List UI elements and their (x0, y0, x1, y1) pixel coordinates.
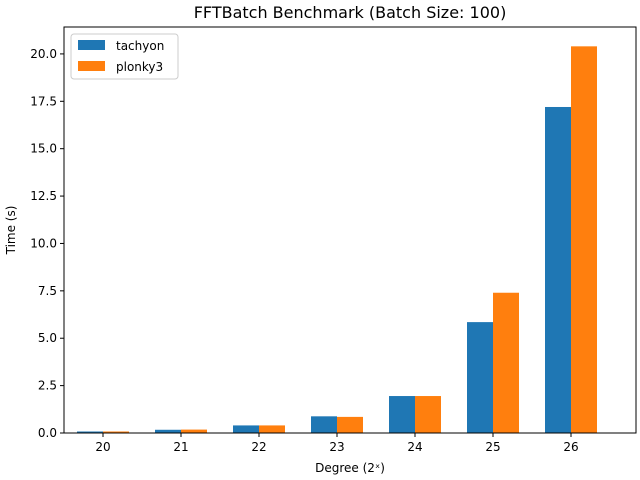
y-axis-label: Time (s) (4, 206, 18, 256)
bar-plonky3-21 (181, 429, 207, 433)
legend-label-tachyon: tachyon (116, 39, 164, 53)
bar-tachyon-26 (545, 106, 571, 433)
legend-swatch-plonky3 (78, 61, 105, 71)
x-axis-label: Degree (2ˣ) (315, 461, 385, 475)
x-tick-label: 21 (173, 440, 188, 454)
bar-plonky3-24 (415, 396, 441, 433)
bar-plonky3-25 (493, 292, 519, 433)
legend-swatch-tachyon (78, 40, 105, 50)
y-tick-label: 0.0 (38, 426, 57, 440)
bar-plonky3-22 (259, 425, 285, 433)
chart-title: FFTBatch Benchmark (Batch Size: 100) (194, 3, 507, 22)
x-tick-label: 20 (95, 440, 110, 454)
y-tick-label: 2.5 (38, 379, 57, 393)
bar-plonky3-23 (337, 416, 363, 433)
bar-tachyon-21 (155, 429, 181, 433)
x-tick-label: 26 (563, 440, 578, 454)
x-tick-label: 24 (407, 440, 422, 454)
x-tick-label: 25 (485, 440, 500, 454)
legend: tachyon plonky3 (70, 33, 179, 80)
bars (77, 46, 597, 433)
y-tick-label: 17.5 (30, 94, 57, 108)
plot-frame (63, 26, 637, 434)
y-tick-label: 5.0 (38, 331, 57, 345)
bar-tachyon-25 (467, 322, 493, 433)
y-tick-label: 20.0 (30, 47, 57, 61)
legend-label-plonky3: plonky3 (116, 60, 163, 74)
y-tick-label: 15.0 (30, 142, 57, 156)
y-axis-ticks: 0.0 2.5 5.0 7.5 10.0 12.5 15.0 17.5 20.0 (30, 47, 64, 440)
x-axis-ticks: 20 21 22 23 24 25 26 (95, 433, 579, 454)
y-tick-label: 12.5 (30, 189, 57, 203)
bar-tachyon-24 (389, 396, 415, 433)
bar-plonky3-26 (571, 46, 597, 433)
x-tick-label: 23 (329, 440, 344, 454)
bar-tachyon-23 (311, 416, 337, 433)
bar-plonky3-20 (103, 431, 129, 433)
y-tick-label: 10.0 (30, 236, 57, 250)
x-tick-label: 22 (251, 440, 266, 454)
bar-tachyon-20 (77, 431, 103, 433)
bar-tachyon-22 (233, 425, 259, 433)
y-tick-label: 7.5 (38, 284, 57, 298)
